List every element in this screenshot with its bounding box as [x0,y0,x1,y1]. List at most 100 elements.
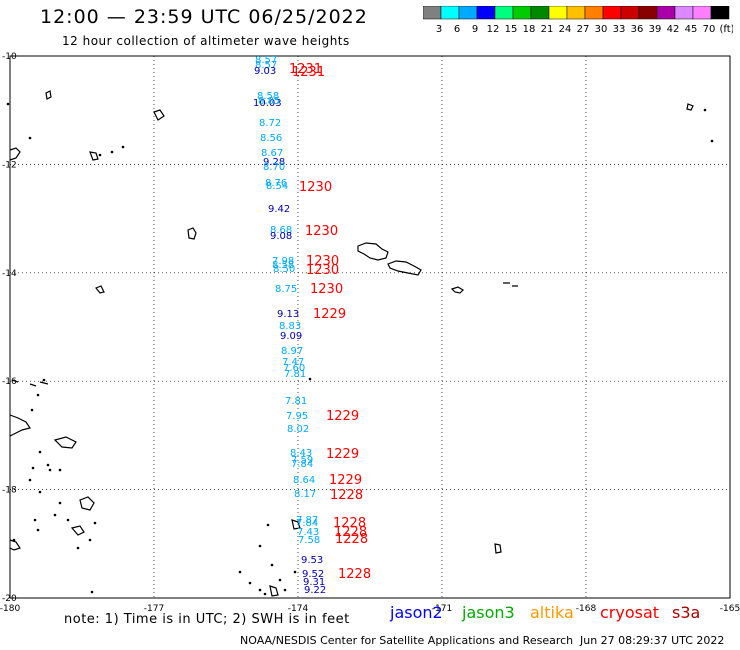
island-dot [76,546,80,550]
colorbar-tick-label: 30 [595,24,608,35]
island-dot [31,466,35,470]
island-fiji-south-1 [70,525,85,536]
wave-height-label: 8.67 [261,148,283,159]
island-small-1 [503,282,518,287]
chart-subtitle: 12 hour collection of altimeter wave hei… [62,34,350,48]
colorbar-tick-label: 70 [703,24,716,35]
time-label: 1230 [305,224,338,239]
colorbar-swatch [710,6,730,20]
island-dot [53,513,57,517]
colorbar-tick-label: 33 [613,24,626,35]
island-dot [90,590,94,594]
map-grid [10,56,730,598]
x-tick-label: -177 [144,604,164,614]
island-nw-2 [9,147,21,161]
island-nw-3 [89,151,99,161]
island-dot [58,468,62,472]
colorbar-tick-label: 21 [541,24,554,35]
time-label: 1230 [299,180,332,195]
map-frame [9,55,731,599]
x-tick-label: -168 [576,604,597,614]
island-dot [42,378,46,382]
time-label: 1228 [338,567,371,582]
wave-height-label: 8.85 [258,96,280,107]
y-tick-label: -18 [2,486,17,496]
colorbar-tick-label: 9 [472,24,478,35]
time-label: 1231 [289,62,322,77]
colorbar-tick-label: 24 [559,24,572,35]
map-tick-labels: -180 -177 -174 -171 -168 -165 -10 -12 -14 -16 -18 -… [0,52,740,614]
wave-height-label: 8.68 [270,225,292,236]
island-nw-1 [45,90,52,100]
wave-height-label: 7.98 [272,256,294,267]
wave-height-label: 9.42 [268,204,290,215]
footnote: note: 1) Time is in UTC; 2) SWH is in fe… [64,612,350,627]
island-tonga-3 [494,543,502,554]
wave-height-label: 7.59 [291,455,313,466]
island-ne [686,103,694,111]
wave-height-label: 9.08 [270,231,292,242]
island-dot [110,150,114,154]
wave-height-label: 9.13 [277,309,299,320]
legend-cryosat: cryosat [600,603,660,622]
island-dot [308,377,312,381]
island-dot [238,570,242,574]
wave-height-label: 8.57 [255,55,277,66]
colorbar-tick-label: 39 [649,24,662,35]
island-dot [38,450,42,454]
wave-height-label: 8.17 [294,489,316,500]
island-dot [248,581,252,585]
time-label: 1230 [306,254,339,269]
wave-height-label: 9.52 [302,569,324,580]
wave-height-label: 7.81 [285,396,307,407]
legend-altika: altika [530,603,574,622]
wave-height-label: 8.72 [259,118,281,129]
island-tutuila [450,286,464,294]
wave-height-label: 8.76 [265,178,287,189]
wave-height-label: 9.03 [254,66,276,77]
colorbar-tick-label: 6 [454,24,460,35]
island-dot [283,588,287,592]
island-dot [258,544,262,548]
wave-height-label: 7.84 [291,459,313,470]
x-tick-label: -165 [720,604,740,614]
wave-height-label: 8.83 [279,321,301,332]
time-label: 1228 [330,488,363,503]
island-dot [66,518,70,522]
island-dot [38,490,42,494]
wave-height-label: 9.22 [304,585,326,596]
wave-height-label: 7.58 [298,535,320,546]
island-dot [703,108,707,112]
time-label: 1230 [310,282,343,297]
island-dot [121,145,125,149]
island-samoa-upolu [387,260,422,276]
wave-height-label: 8.43 [290,448,312,459]
y-tick-label: -14 [2,269,17,279]
island-dot [28,478,32,482]
y-tick-label: -16 [2,377,17,387]
wave-height-label: 8.70 [263,162,285,173]
x-tick-label: -174 [288,604,309,614]
wave-height-label: 10.03 [253,98,282,109]
island-dot [278,578,282,582]
island-outlines [9,90,694,597]
wave-height-label: 7.81 [284,369,306,380]
island-tonga-2 [269,585,279,597]
island-dots [6,102,714,596]
island-fiji-south-2 [9,539,21,551]
island-fiji-east-1 [53,436,77,449]
island-dot [710,139,714,143]
wave-height-label: 8.58 [257,91,279,102]
island-dot [33,518,37,522]
wave-height-label: 8.57 [255,60,277,71]
island-dot [258,588,262,592]
wave-height-label: 7.60 [283,363,305,374]
wave-height-label: 8.50 [273,264,295,275]
wave-height-label: 8.97 [281,346,303,357]
island-dot [36,393,40,397]
chart-title: 12:00 — 23:59 UTC 06/25/2022 [40,6,368,28]
island-dot [6,102,10,106]
island-dot [28,136,32,140]
colorbar-tick-label: 42 [667,24,680,35]
island-fiji-west [11,379,49,387]
